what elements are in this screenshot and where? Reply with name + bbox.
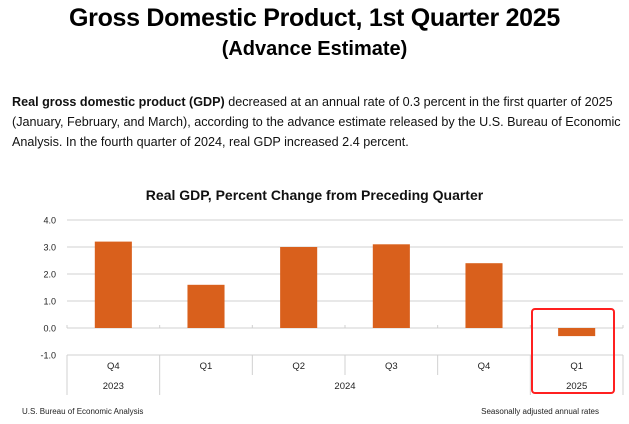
bar-q4-0 [94, 241, 132, 328]
highlight-box [531, 308, 615, 394]
bar-q3-3 [372, 244, 410, 328]
x-tick-label: Q1 [570, 361, 583, 372]
x-tick-label: Q4 [478, 361, 491, 372]
x-tick-label: Q4 [107, 361, 120, 372]
y-tick-label: 0.0 [43, 324, 56, 334]
page-title: Gross Domestic Product, 1st Quarter 2025 [69, 4, 560, 32]
year-label: 2024 [334, 381, 355, 392]
y-tick-label: -1.0 [40, 351, 56, 361]
bar-q2-2 [280, 247, 318, 328]
x-tick-label: Q1 [200, 361, 213, 372]
page-subtitle: (Advance Estimate) [221, 38, 408, 60]
y-tick-label: 2.0 [43, 270, 56, 280]
source-note: U.S. Bureau of Economic Analysis [22, 407, 144, 416]
summary-text: decreased at an annual rate of 0.3 perce… [12, 95, 621, 149]
bar-q4-4 [465, 263, 503, 328]
bar-q1-5 [558, 328, 596, 337]
year-label: 2025 [566, 381, 587, 392]
summary-bold-lead: Real gross domestic product (GDP) [12, 95, 225, 109]
rates-note: Seasonally adjusted annual rates [481, 407, 599, 416]
y-tick-label: 3.0 [43, 243, 56, 253]
x-tick-label: Q2 [292, 361, 305, 372]
chart-title: Real GDP, Percent Change from Preceding … [145, 187, 484, 203]
year-label: 2023 [103, 381, 124, 392]
bar-q1-1 [187, 284, 225, 328]
y-tick-label: 1.0 [43, 297, 56, 307]
x-tick-label: Q3 [385, 361, 398, 372]
summary-paragraph: Real gross domestic product (GDP) decrea… [12, 92, 622, 152]
y-tick-label: 4.0 [43, 216, 56, 226]
